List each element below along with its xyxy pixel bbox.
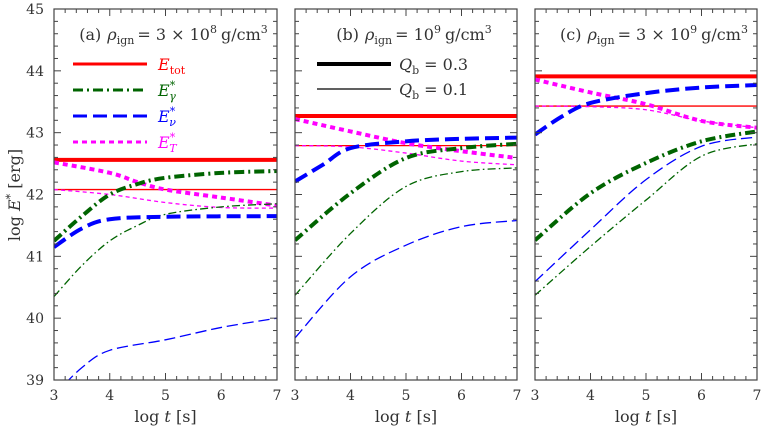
legend-item-e-tot: Etot [73, 55, 186, 77]
line-e-t-qb0.1 [295, 145, 517, 166]
series-group [535, 74, 757, 296]
y-tick-label: 44 [26, 64, 44, 80]
line-e-nu-qb0.3 [295, 135, 517, 184]
x-tick-label: 6 [697, 388, 706, 404]
line-e-nu-qb0.1 [67, 317, 277, 380]
legend-label: Qb = 0.3 [399, 55, 468, 77]
legend-item-e-gamma: E* γ [73, 79, 176, 103]
line-e-gamma-qb0.1 [535, 143, 757, 296]
x-tick-label: 3 [291, 388, 300, 404]
plot-frame [534, 8, 758, 381]
line-e-nu-qb0.3 [54, 214, 277, 249]
line-e-nu-qb0.1 [535, 136, 757, 283]
line-e-nu-qb0.1 [295, 219, 517, 339]
panel-b: 3 4 5 6 7 log t [s] (b) ρign = 109 g/cm3 [291, 8, 522, 426]
line-e-t-qb0.3 [54, 160, 277, 208]
line-e-gamma-qb0.3 [295, 141, 517, 242]
y-tick-label: 39 [26, 373, 44, 389]
line-e-t-qb0.3 [535, 77, 757, 130]
legend-label: Qb = 0.1 [399, 80, 468, 102]
x-tick-label: 5 [161, 388, 170, 404]
legend-label: E* T [157, 131, 178, 155]
series-group [295, 113, 517, 339]
legend-label: Etot [157, 55, 186, 77]
line-e-t-qb0.1 [535, 105, 757, 129]
y-tick-label: 40 [26, 311, 44, 327]
line-e-nu-qb0.3 [535, 83, 757, 137]
x-tick-label: 7 [753, 388, 762, 404]
x-tick-label: 7 [513, 388, 522, 404]
y-axis-label: log E* [erg] [4, 149, 24, 241]
y-tick-label: 41 [26, 249, 44, 265]
legend-label: E* γ [157, 79, 176, 103]
legend-label: E* ν [157, 105, 176, 129]
line-e-t-qb0.3 [295, 117, 517, 161]
x-axis-label: log t [s] [134, 407, 196, 426]
panel-title: (c) ρign = 3 × 109 g/cm3 [560, 23, 748, 47]
legend-item-qb-thick: Qb = 0.3 [317, 55, 468, 77]
y-tick-label: 45 [26, 2, 44, 18]
panel-title: (b) ρign = 109 g/cm3 [336, 23, 491, 47]
x-axis-label: log t [s] [375, 407, 437, 426]
x-tick-label: 3 [50, 388, 59, 404]
x-tick-label: 6 [457, 388, 466, 404]
y-tick-label: 42 [26, 188, 44, 204]
x-tick-label: 3 [531, 388, 540, 404]
y-tick-label: 43 [26, 126, 44, 142]
line-e-gamma-qb0.3 [535, 129, 757, 242]
x-tick-label: 4 [346, 388, 355, 404]
legend-item-e-t: E* T [73, 131, 178, 155]
x-tick-label: 6 [217, 388, 226, 404]
line-e-gamma-qb0.1 [54, 203, 277, 297]
panel-title: (a) ρign = 3 × 108 g/cm3 [79, 23, 267, 47]
x-axis-label: log t [s] [615, 407, 677, 426]
x-tick-label: 4 [105, 388, 114, 404]
line-e-gamma-qb0.3 [54, 169, 277, 243]
panel-c: 3 4 5 6 7 log t [s] (c) ρign = 3 × 109 g/cm3 [531, 8, 762, 426]
x-tick-label: 5 [642, 388, 651, 404]
legend-item-e-nu: E* ν [73, 105, 176, 129]
x-tick-label: 7 [273, 388, 282, 404]
x-tick-label: 5 [402, 388, 411, 404]
line-e-gamma-qb0.1 [295, 167, 517, 296]
line-e-t-qb0.1 [54, 188, 277, 209]
series-group [54, 157, 277, 380]
x-tick-label: 4 [586, 388, 595, 404]
legend-item-qb-thin: Qb = 0.1 [317, 80, 468, 102]
